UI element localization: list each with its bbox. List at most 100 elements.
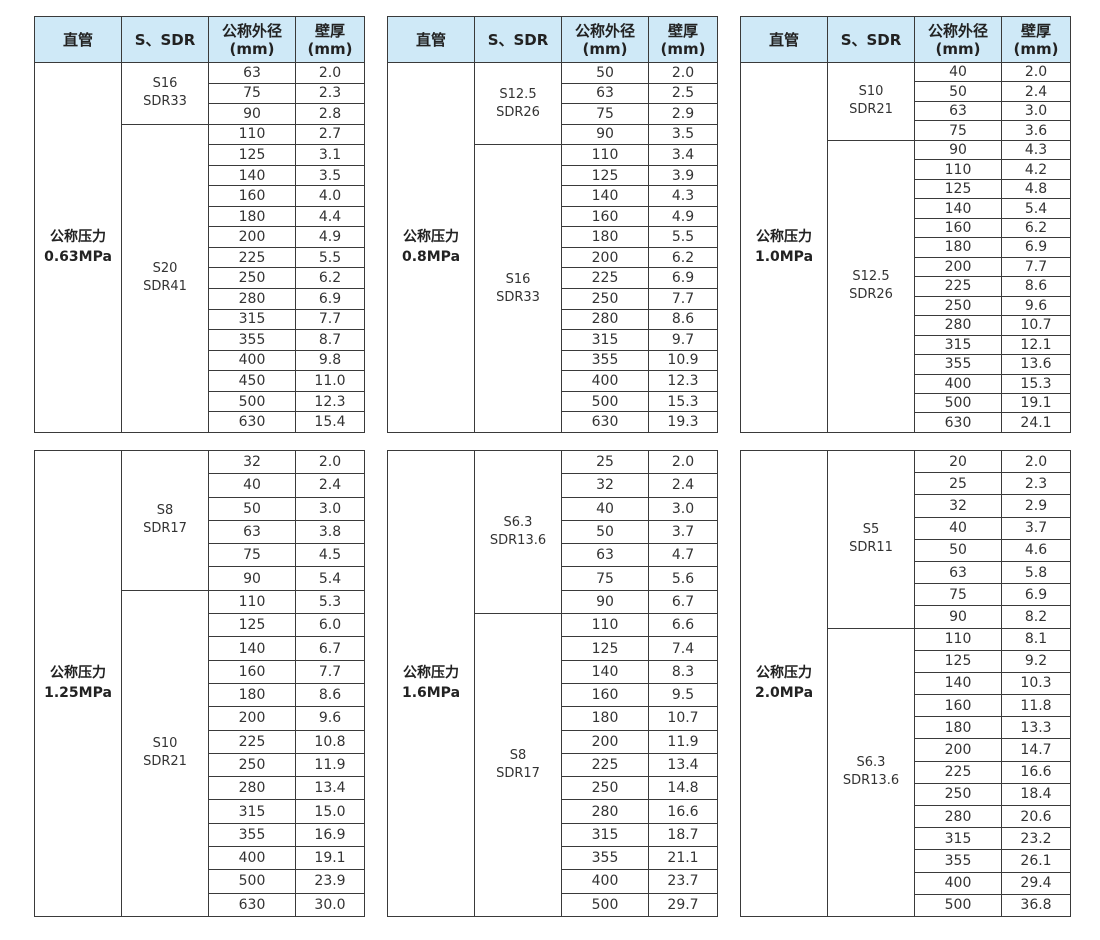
- wall-thickness-cell: 4.9: [648, 205, 718, 228]
- table-row: 280 8.6: [388, 308, 718, 331]
- outer-diameter-cell: 75: [208, 543, 296, 568]
- outer-diameter-cell: 400: [914, 871, 1002, 895]
- wall-thickness-cell: 19.1: [1001, 392, 1071, 414]
- outer-diameter-cell: 200: [208, 226, 296, 248]
- outer-diameter-cell: 63: [208, 62, 296, 84]
- wall-thickness-cell: 3.6: [1001, 120, 1071, 141]
- table-row: 140 6.7: [35, 636, 365, 661]
- header-s-sdr: S、SDR: [474, 16, 562, 63]
- outer-diameter-cell: 110: [561, 144, 649, 166]
- wall-thickness-cell: 19.1: [295, 846, 365, 871]
- outer-diameter-cell: 500: [914, 392, 1002, 414]
- outer-diameter-cell: 40: [914, 516, 1002, 540]
- pressure-cell: 公称压力 1.25MPa: [34, 450, 122, 917]
- outer-diameter-cell: 225: [914, 760, 1002, 784]
- wall-thickness-cell: 13.4: [295, 776, 365, 801]
- s-sdr-cell: S8 SDR17: [474, 613, 562, 917]
- outer-diameter-cell: 40: [208, 473, 296, 498]
- table-row: S6.3 SDR13.6 110 8.1: [741, 627, 1071, 917]
- s-series: S8: [509, 748, 527, 763]
- outer-diameter-cell: 160: [561, 682, 649, 708]
- wall-thickness-cell: 23.2: [1001, 827, 1071, 851]
- outer-diameter-cell: 32: [208, 449, 296, 475]
- outer-diameter-cell: 400: [208, 846, 296, 871]
- outer-diameter-cell: 140: [561, 659, 649, 684]
- table-row: S20 SDR41 110 2.7: [35, 123, 365, 433]
- table-row: 公称压力 2.0MPa S5 SDR11 20 2.0: [740, 449, 1071, 917]
- sdr-value: SDR33: [496, 289, 540, 305]
- pressure-value: 1.0MPa: [754, 249, 814, 266]
- outer-diameter-cell: 500: [561, 892, 649, 917]
- wall-thickness-cell: 7.7: [1001, 256, 1071, 278]
- wall-thickness-cell: 7.7: [648, 288, 718, 310]
- sdr-value: SDR41: [143, 279, 187, 295]
- outer-diameter-cell: 400: [914, 373, 1002, 394]
- table-row: 315 18.7: [388, 822, 718, 848]
- pressure-value: 1.6MPa: [401, 685, 461, 702]
- sdr-value: SDR17: [143, 521, 187, 537]
- outer-diameter-cell: 50: [914, 538, 1002, 562]
- wall-thickness-cell: 6.6: [648, 613, 718, 638]
- table-row: 315 7.7: [35, 308, 365, 331]
- table-row: 140 8.3: [388, 659, 718, 684]
- table-row: 公称压力 1.25MPa S8 SDR17 32 2.0: [34, 449, 365, 917]
- outer-diameter-cell: 250: [914, 782, 1002, 807]
- header-row: 直管 S、SDR 公称外径 (mm) 壁厚 (mm): [387, 16, 718, 63]
- table-row: 315 15.0: [35, 799, 365, 824]
- wall-thickness-cell: 16.6: [648, 799, 718, 824]
- wall-thickness-cell: 3.7: [648, 519, 718, 545]
- outer-diameter-cell: 280: [561, 799, 649, 824]
- outer-diameter-cell: 180: [914, 237, 1002, 258]
- sdr-value: SDR33: [143, 94, 187, 110]
- table-row: 200 11.9: [388, 729, 718, 754]
- wall-thickness-cell: 2.4: [295, 473, 365, 498]
- table-row: 355 8.7: [35, 329, 365, 351]
- wall-thickness-cell: 8.6: [648, 308, 718, 331]
- header-straight-pipe: 直管: [387, 16, 475, 63]
- wall-thickness-cell: 2.4: [1001, 81, 1071, 102]
- table-row: 180 4.4: [35, 205, 365, 228]
- outer-diameter-cell: 125: [561, 164, 649, 187]
- table-row: 280 20.6: [741, 804, 1071, 829]
- wall-thickness-cell: 7.4: [648, 636, 718, 661]
- wall-thickness-cell: 4.0: [295, 185, 365, 207]
- outer-diameter-cell: 110: [914, 159, 1002, 180]
- wall-thickness-cell: 20.6: [1001, 804, 1071, 829]
- wall-thickness-cell: 12.1: [1001, 334, 1071, 356]
- table-row: 630 24.1: [741, 412, 1071, 433]
- wall-thickness-cell: 5.5: [648, 226, 718, 248]
- header-outer-diameter-label: 公称外径: [574, 21, 635, 40]
- table-row: 225 16.6: [741, 760, 1071, 784]
- s-series: S16: [505, 271, 531, 287]
- outer-diameter-cell: 500: [914, 893, 1002, 917]
- wall-thickness-cell: 6.9: [648, 267, 718, 290]
- wall-thickness-cell: 4.3: [648, 185, 718, 207]
- wall-thickness-cell: 7.7: [295, 659, 365, 684]
- outer-diameter-cell: 63: [208, 519, 296, 545]
- wall-thickness-cell: 12.3: [648, 370, 718, 392]
- outer-diameter-cell: 355: [208, 822, 296, 848]
- s-series: S10: [152, 736, 178, 752]
- outer-diameter-cell: 40: [914, 61, 1002, 83]
- table-row: 630 15.4: [35, 411, 365, 433]
- wall-thickness-cell: 10.9: [648, 349, 718, 372]
- wall-thickness-cell: 13.3: [1001, 716, 1071, 740]
- outer-diameter-cell: 75: [208, 82, 296, 105]
- wall-thickness-cell: 8.6: [295, 682, 365, 708]
- wall-thickness-cell: 24.1: [1001, 412, 1071, 433]
- header-outer-diameter-unit: (mm): [229, 39, 275, 58]
- table-row: 公称压力 0.63MPa S16 SDR33 63 2.0: [34, 62, 365, 433]
- wall-thickness-cell: 11.9: [648, 729, 718, 754]
- outer-diameter-cell: 110: [208, 123, 296, 146]
- header-row: 直管 S、SDR 公称外径 (mm) 壁厚 (mm): [34, 16, 365, 63]
- s-sdr-cell: S6.3 SDR13.6: [474, 449, 562, 615]
- wall-thickness-cell: 23.9: [295, 869, 365, 894]
- wall-thickness-cell: 10.7: [648, 706, 718, 731]
- table-row: 63 4.7: [388, 543, 718, 568]
- spec-table-0-63MPa: 直管 S、SDR 公称外径 (mm) 壁厚 (mm) 公称压力 0.63MPa S16 SDR33…: [34, 16, 365, 433]
- header-s-sdr: S、SDR: [827, 16, 915, 63]
- wall-thickness-cell: 2.9: [648, 103, 718, 125]
- sdr-value: SDR26: [849, 287, 893, 303]
- outer-diameter-cell: 400: [208, 349, 296, 372]
- wall-thickness-cell: 3.8: [295, 519, 365, 545]
